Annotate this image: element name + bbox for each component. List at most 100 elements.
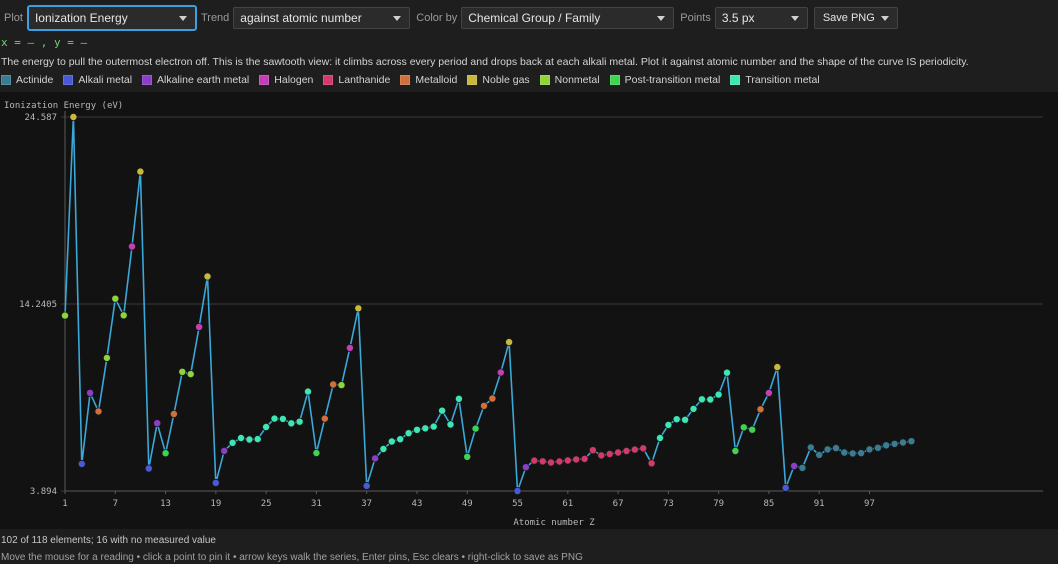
data-point[interactable] — [530, 456, 539, 465]
data-point[interactable] — [278, 414, 287, 423]
data-point[interactable] — [329, 380, 338, 389]
data-point[interactable] — [865, 445, 874, 454]
data-point[interactable] — [438, 406, 447, 415]
data-point[interactable] — [203, 272, 212, 281]
data-point[interactable] — [69, 112, 78, 121]
data-point[interactable] — [404, 429, 413, 438]
data-point[interactable] — [195, 322, 204, 331]
data-point[interactable] — [312, 448, 321, 457]
data-point[interactable] — [220, 446, 229, 455]
data-point[interactable] — [479, 401, 488, 410]
data-point[interactable] — [815, 450, 824, 459]
data-point[interactable] — [211, 478, 220, 487]
data-point[interactable] — [488, 394, 497, 403]
data-point[interactable] — [823, 445, 832, 454]
data-point[interactable] — [588, 446, 597, 455]
data-point[interactable] — [513, 486, 522, 495]
data-point[interactable] — [739, 423, 748, 432]
data-point[interactable] — [873, 443, 882, 452]
data-point[interactable] — [86, 388, 95, 397]
points-select[interactable]: 3.5 px — [714, 7, 808, 29]
data-point[interactable] — [697, 395, 706, 404]
data-point[interactable] — [555, 457, 564, 466]
data-point[interactable] — [153, 419, 162, 428]
data-point[interactable] — [262, 422, 271, 431]
data-point[interactable] — [127, 242, 136, 251]
data-point[interactable] — [899, 438, 908, 447]
data-point[interactable] — [454, 394, 463, 403]
data-point[interactable] — [471, 424, 480, 433]
data-point[interactable] — [723, 368, 732, 377]
data-point[interactable] — [664, 420, 673, 429]
data-point[interactable] — [521, 463, 530, 472]
data-point[interactable] — [161, 449, 170, 458]
data-point[interactable] — [614, 448, 623, 457]
data-point[interactable] — [756, 405, 765, 414]
data-point[interactable] — [337, 381, 346, 390]
data-point[interactable] — [102, 353, 111, 362]
data-point[interactable] — [731, 446, 740, 455]
plot-select[interactable]: Ionization Energy — [26, 5, 197, 31]
data-point[interactable] — [178, 367, 187, 376]
data-point[interactable] — [270, 414, 279, 423]
data-point[interactable] — [111, 294, 120, 303]
data-point[interactable] — [547, 458, 556, 467]
data-point[interactable] — [320, 414, 329, 423]
data-point[interactable] — [605, 449, 614, 458]
data-point[interactable] — [379, 444, 388, 453]
data-point[interactable] — [463, 452, 472, 461]
data-point[interactable] — [396, 435, 405, 444]
data-point[interactable] — [857, 449, 866, 458]
data-point[interactable] — [907, 437, 916, 446]
data-point[interactable] — [287, 419, 296, 428]
data-point[interactable] — [647, 459, 656, 468]
data-point[interactable] — [387, 437, 396, 446]
data-point[interactable] — [630, 445, 639, 454]
data-point[interactable] — [412, 425, 421, 434]
data-point[interactable] — [228, 438, 237, 447]
plot-area[interactable]: Ionization Energy (eV) Atomic number Z 3… — [0, 92, 1058, 529]
data-point[interactable] — [890, 439, 899, 448]
data-point[interactable] — [94, 407, 103, 416]
data-point[interactable] — [354, 304, 363, 313]
color-by-select[interactable]: Chemical Group / Family — [461, 7, 675, 29]
data-point[interactable] — [714, 390, 723, 399]
data-point[interactable] — [848, 449, 857, 458]
data-point[interactable] — [672, 415, 681, 424]
data-point[interactable] — [245, 435, 254, 444]
data-point[interactable] — [748, 425, 757, 434]
data-point[interactable] — [362, 481, 371, 490]
data-point[interactable] — [236, 433, 245, 442]
trend-select[interactable]: against atomic number — [233, 7, 411, 29]
data-point[interactable] — [806, 443, 815, 452]
data-point[interactable] — [773, 363, 782, 372]
data-point[interactable] — [496, 368, 505, 377]
data-point[interactable] — [656, 433, 665, 442]
data-point[interactable] — [144, 464, 153, 473]
data-point[interactable] — [840, 448, 849, 457]
data-point[interactable] — [446, 420, 455, 429]
data-point[interactable] — [580, 454, 589, 463]
data-point[interactable] — [136, 167, 145, 176]
data-point[interactable] — [563, 456, 572, 465]
data-point[interactable] — [371, 454, 380, 463]
data-point[interactable] — [764, 388, 773, 397]
data-point[interactable] — [421, 424, 430, 433]
data-point[interactable] — [681, 415, 690, 424]
data-point[interactable] — [169, 409, 178, 418]
data-point[interactable] — [572, 455, 581, 464]
chart[interactable]: Ionization Energy (eV) Atomic number Z 3… — [0, 92, 1058, 529]
data-point[interactable] — [77, 459, 86, 468]
data-point[interactable] — [798, 463, 807, 472]
data-point[interactable] — [597, 451, 606, 460]
data-point[interactable] — [253, 435, 262, 444]
data-point[interactable] — [639, 444, 648, 453]
data-point[interactable] — [61, 311, 70, 320]
data-point[interactable] — [781, 483, 790, 492]
data-point[interactable] — [706, 395, 715, 404]
data-point[interactable] — [345, 343, 354, 352]
save-png-button[interactable]: Save PNG — [813, 7, 898, 29]
data-point[interactable] — [505, 338, 514, 347]
data-point[interactable] — [790, 461, 799, 470]
data-point[interactable] — [295, 417, 304, 426]
